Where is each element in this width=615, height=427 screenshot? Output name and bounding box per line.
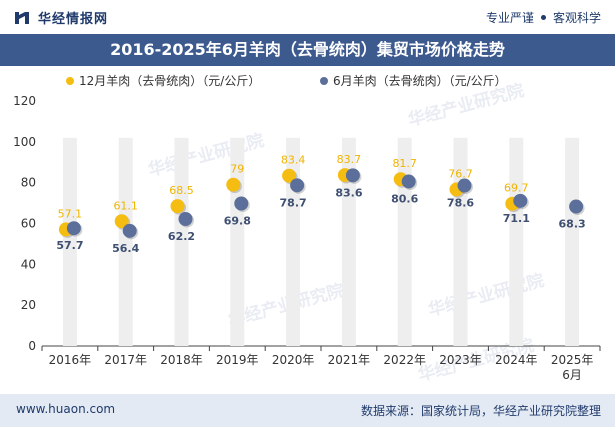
data-label-jun: 80.6: [391, 192, 418, 205]
category-column: [62, 137, 77, 346]
footer-source: 数据来源：国家统计局，华经产业研究院整理: [360, 404, 601, 418]
legend-marker-icon: [320, 77, 328, 85]
y-tick-label: 0: [28, 339, 36, 353]
data-label-dec: 76.7: [448, 167, 473, 180]
legend-marker-icon: [66, 77, 74, 85]
brand-name: 华经情报网: [38, 12, 109, 27]
watermark-text: 华经产业研究院: [426, 270, 546, 321]
legend: 12月羊肉（去骨统肉）（元/公斤） 6月羊肉（去骨统肉）（元/公斤）: [66, 73, 507, 88]
chart: 华经产业研究院华经产业研究院华经产业研究院华经产业研究院华经产业研究院 12月羊…: [13, 73, 601, 386]
legend-label: 6月羊肉（去骨统肉）（元/公斤）: [333, 73, 507, 88]
marks: [58, 168, 585, 240]
point-jun: [66, 221, 81, 236]
category-column: [174, 137, 189, 346]
point-jun: [122, 223, 137, 238]
brand: 华经情报网: [14, 8, 108, 27]
point-jun: [345, 168, 360, 183]
tagline-left: 专业严谨: [485, 11, 534, 25]
data-label-dec: 57.1: [58, 207, 83, 220]
columns: [62, 137, 580, 346]
x-tick-label: 2022年: [383, 353, 426, 367]
data-label-dec: 69.7: [504, 182, 529, 195]
data-label-jun: 56.4: [112, 242, 139, 255]
x-tick-label: 2017年: [104, 353, 147, 367]
top-bar: 华经情报网 专业严谨 客观科学: [0, 0, 615, 35]
data-label-dec: 61.1: [113, 199, 138, 212]
data-label-jun: 71.1: [503, 212, 530, 225]
footer-url[interactable]: www.huaon.com: [16, 402, 116, 416]
watermark-text: 华经产业研究院: [146, 130, 266, 181]
data-label-jun: 68.3: [559, 218, 586, 231]
x-tick-label: 2021年: [328, 353, 371, 367]
point-jun: [178, 212, 193, 227]
point-jun: [401, 174, 416, 189]
point-dec: [282, 168, 297, 183]
point-jun: [290, 178, 305, 193]
category-column: [341, 137, 356, 346]
category-column: [509, 137, 524, 346]
y-tick-label: 80: [21, 176, 36, 190]
x-tick-label: 2018年: [160, 353, 203, 367]
x-tick-label: 2023年: [439, 353, 482, 367]
footer: www.huaon.com 数据来源：国家统计局，华经产业研究院整理: [0, 394, 615, 427]
y-tick-label: 20: [21, 298, 36, 312]
category-column: [565, 137, 580, 346]
data-label-jun: 69.8: [224, 214, 251, 227]
labels: 57.1 61.1 68.5 79 83.4 83.7 81.7 76.7 69.7 57.7 56…: [56, 153, 585, 255]
category-column: [118, 137, 133, 346]
point-dec: [226, 177, 241, 192]
point-dec: [114, 214, 129, 229]
data-label-jun: 78.7: [280, 196, 307, 209]
y-tick-label: 120: [13, 94, 36, 108]
y-tick-label: 40: [21, 257, 36, 271]
data-label-jun: 57.7: [56, 239, 83, 252]
category-column: [397, 137, 412, 346]
data-label-dec: 81.7: [392, 157, 417, 170]
y-tick-label: 100: [13, 135, 36, 149]
axis: 0 20 40 60 80 100 120 2016年 2017年 2018年 2019年 2020年…: [13, 94, 601, 382]
x-tick-label: 2019年: [216, 353, 259, 367]
x-tick-label: 2024年: [495, 353, 538, 367]
brand-logo-icon: [15, 11, 29, 24]
data-label-dec: 68.5: [169, 184, 194, 197]
point-jun: [513, 193, 528, 208]
data-label-dec: 79: [230, 163, 244, 176]
y-tick-label: 60: [21, 217, 36, 231]
point-jun: [457, 178, 472, 193]
legend-label: 12月羊肉（去骨统肉）（元/公斤）: [79, 73, 260, 88]
x-tick-label: 2016年: [49, 353, 92, 367]
data-label-dec: 83.4: [281, 154, 306, 167]
tagline-dot-icon: [540, 15, 546, 20]
data-label-jun: 62.2: [168, 230, 195, 243]
tagline: 专业严谨 客观科学: [486, 9, 601, 26]
x-tick-label: 2020年: [272, 353, 315, 367]
data-label-dec: 83.7: [337, 153, 362, 166]
data-label-jun: 78.6: [447, 197, 474, 210]
point-dec: [170, 199, 185, 214]
data-label-jun: 83.6: [335, 186, 362, 199]
x-tick-sublabel: 6月: [562, 368, 582, 382]
point-jun: [569, 199, 584, 214]
chart-title: 2016-2025年6月羊肉（去骨统肉）集贸市场价格走势: [0, 34, 615, 66]
x-tick-label: 2025年: [551, 353, 594, 367]
tagline-right: 客观科学: [552, 11, 601, 25]
point-jun: [234, 196, 249, 211]
